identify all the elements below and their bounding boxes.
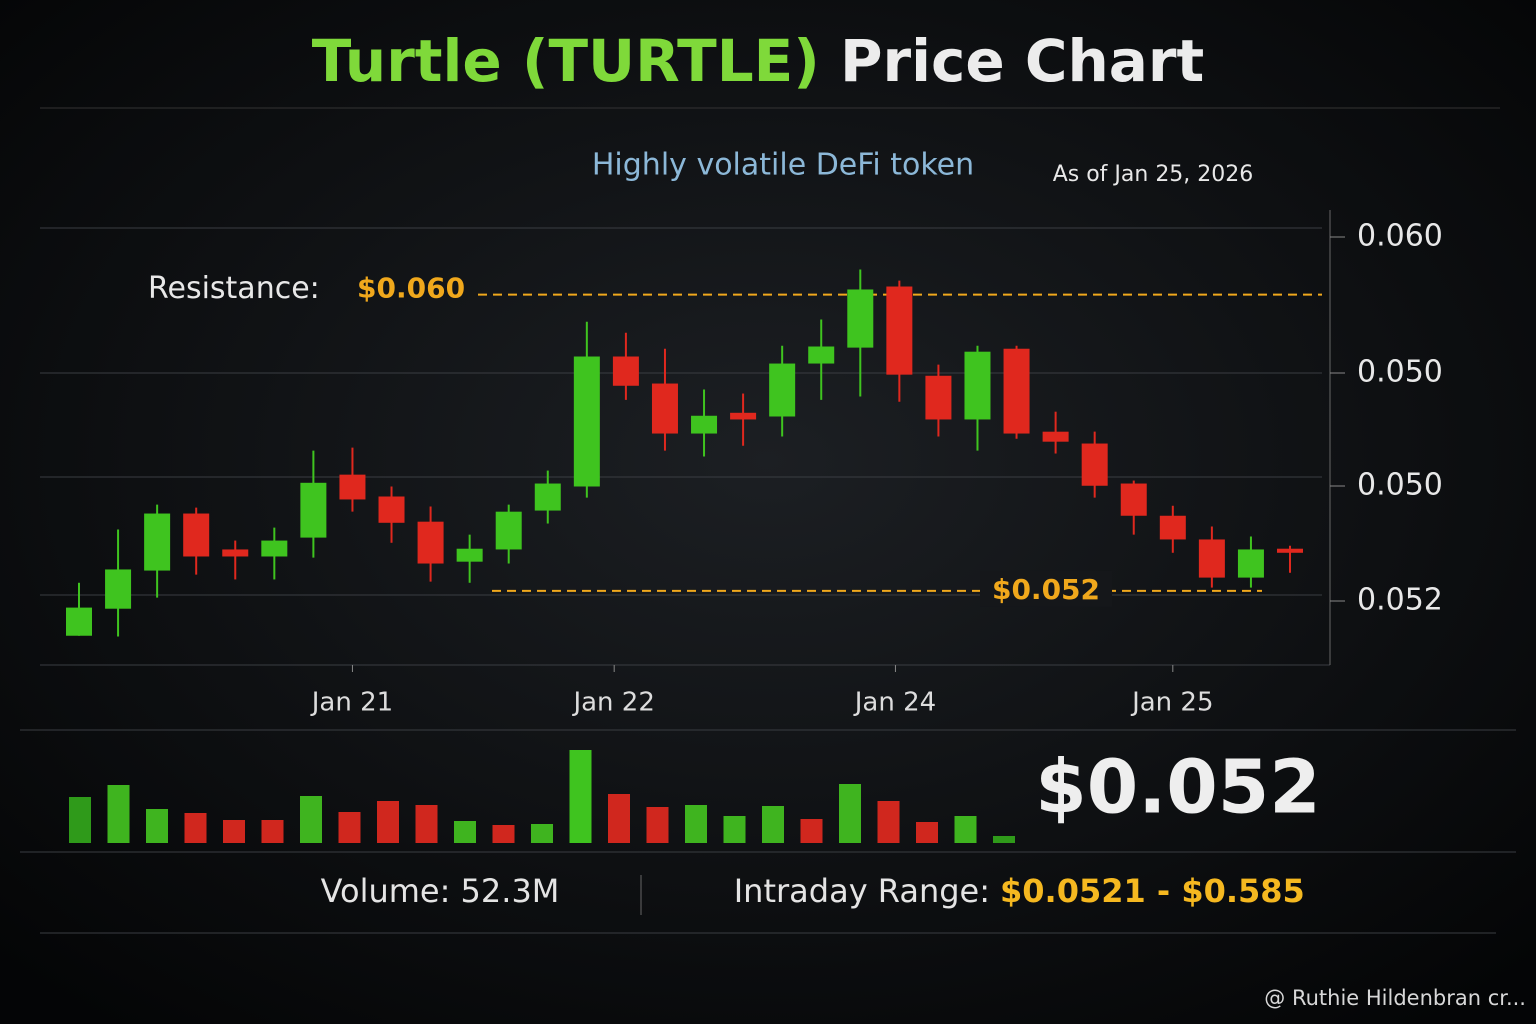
subtitle: Highly volatile DeFi token bbox=[592, 148, 974, 183]
candle-body bbox=[378, 496, 405, 523]
candle-body bbox=[534, 483, 561, 511]
range-value: $0.0521 - $0.585 bbox=[1000, 872, 1305, 910]
candle-body bbox=[417, 521, 444, 564]
volume-bar bbox=[146, 809, 168, 843]
volume-bar bbox=[261, 820, 284, 843]
volume-bar bbox=[993, 836, 1015, 843]
label-bg bbox=[980, 570, 1112, 607]
volume-bar bbox=[608, 794, 630, 843]
volume-bar bbox=[415, 805, 438, 843]
candle-body bbox=[1159, 515, 1186, 540]
candle-body bbox=[925, 375, 952, 420]
candle-body bbox=[847, 289, 874, 348]
volume-bar bbox=[184, 813, 207, 843]
candle-body bbox=[144, 513, 171, 571]
x-tick-label: Jan 21 bbox=[310, 688, 393, 718]
volume-bar bbox=[685, 805, 707, 843]
current-price: $0.052 bbox=[1035, 745, 1321, 831]
candle-body bbox=[691, 415, 718, 434]
annotation-label: Resistance: bbox=[148, 271, 320, 306]
candle-body bbox=[651, 383, 678, 434]
range-label: Intraday Range: bbox=[734, 872, 990, 910]
candle-body bbox=[300, 482, 327, 538]
candle-body bbox=[1003, 348, 1030, 434]
candle-body bbox=[886, 286, 913, 375]
x-tick-label: Jan 25 bbox=[1130, 688, 1213, 718]
volume-bar bbox=[839, 784, 861, 843]
candle-body bbox=[1042, 431, 1069, 442]
candle-body bbox=[808, 346, 835, 364]
volume-bar bbox=[223, 820, 245, 843]
candle-body bbox=[339, 474, 366, 500]
volume-bar bbox=[877, 801, 900, 843]
volume-bar bbox=[762, 806, 784, 843]
candle-body bbox=[573, 356, 600, 487]
volume-bar bbox=[338, 812, 361, 843]
candle-body bbox=[1277, 548, 1303, 553]
candle-body bbox=[964, 351, 991, 420]
candle-body bbox=[1198, 539, 1225, 578]
volume-bar bbox=[800, 819, 823, 843]
candle-body bbox=[495, 511, 522, 550]
volume-bar bbox=[69, 797, 91, 843]
volume-bar bbox=[954, 816, 977, 843]
volume-bar bbox=[454, 821, 476, 843]
candle-body bbox=[1120, 483, 1147, 516]
volume-bar bbox=[300, 796, 322, 843]
candle-body bbox=[105, 569, 132, 609]
candle-body bbox=[66, 607, 92, 636]
volume-bar bbox=[107, 785, 130, 843]
date-note: As of Jan 25, 2026 bbox=[1053, 162, 1254, 187]
candle-body bbox=[612, 356, 639, 386]
volume-bar bbox=[723, 816, 746, 843]
volume: Volume: 52.3M bbox=[321, 872, 560, 910]
volume-bar bbox=[531, 824, 553, 843]
y-tick-label: 0.050 bbox=[1357, 468, 1443, 503]
annotation-value: $0.052 bbox=[992, 573, 1100, 606]
candle-body bbox=[261, 540, 288, 557]
candle-body bbox=[730, 412, 757, 420]
volume-bar bbox=[377, 801, 399, 843]
candle-body bbox=[1237, 549, 1264, 578]
grid bbox=[20, 210, 1516, 934]
volume-bar bbox=[916, 822, 938, 843]
candle-body bbox=[183, 513, 210, 557]
candle-body bbox=[222, 549, 249, 557]
y-tick-label: 0.050 bbox=[1357, 355, 1443, 390]
x-tick-label: Jan 24 bbox=[853, 688, 936, 718]
annotation-value: $0.060 bbox=[357, 272, 465, 305]
candle-body bbox=[456, 548, 483, 562]
volume-bar bbox=[492, 825, 515, 843]
y-tick-label: 0.060 bbox=[1357, 219, 1443, 254]
x-tick-label: Jan 22 bbox=[571, 688, 654, 718]
volume-bar bbox=[569, 750, 592, 843]
volume-bar bbox=[646, 807, 669, 843]
watermark: @ Ruthie Hildenbran cr... bbox=[1264, 986, 1526, 1010]
chart-title: Turtle (TURTLE) Price Chart bbox=[312, 27, 1205, 95]
y-tick-label: 0.052 bbox=[1357, 583, 1443, 618]
candle-body bbox=[1081, 443, 1108, 486]
candle-body bbox=[769, 363, 796, 417]
